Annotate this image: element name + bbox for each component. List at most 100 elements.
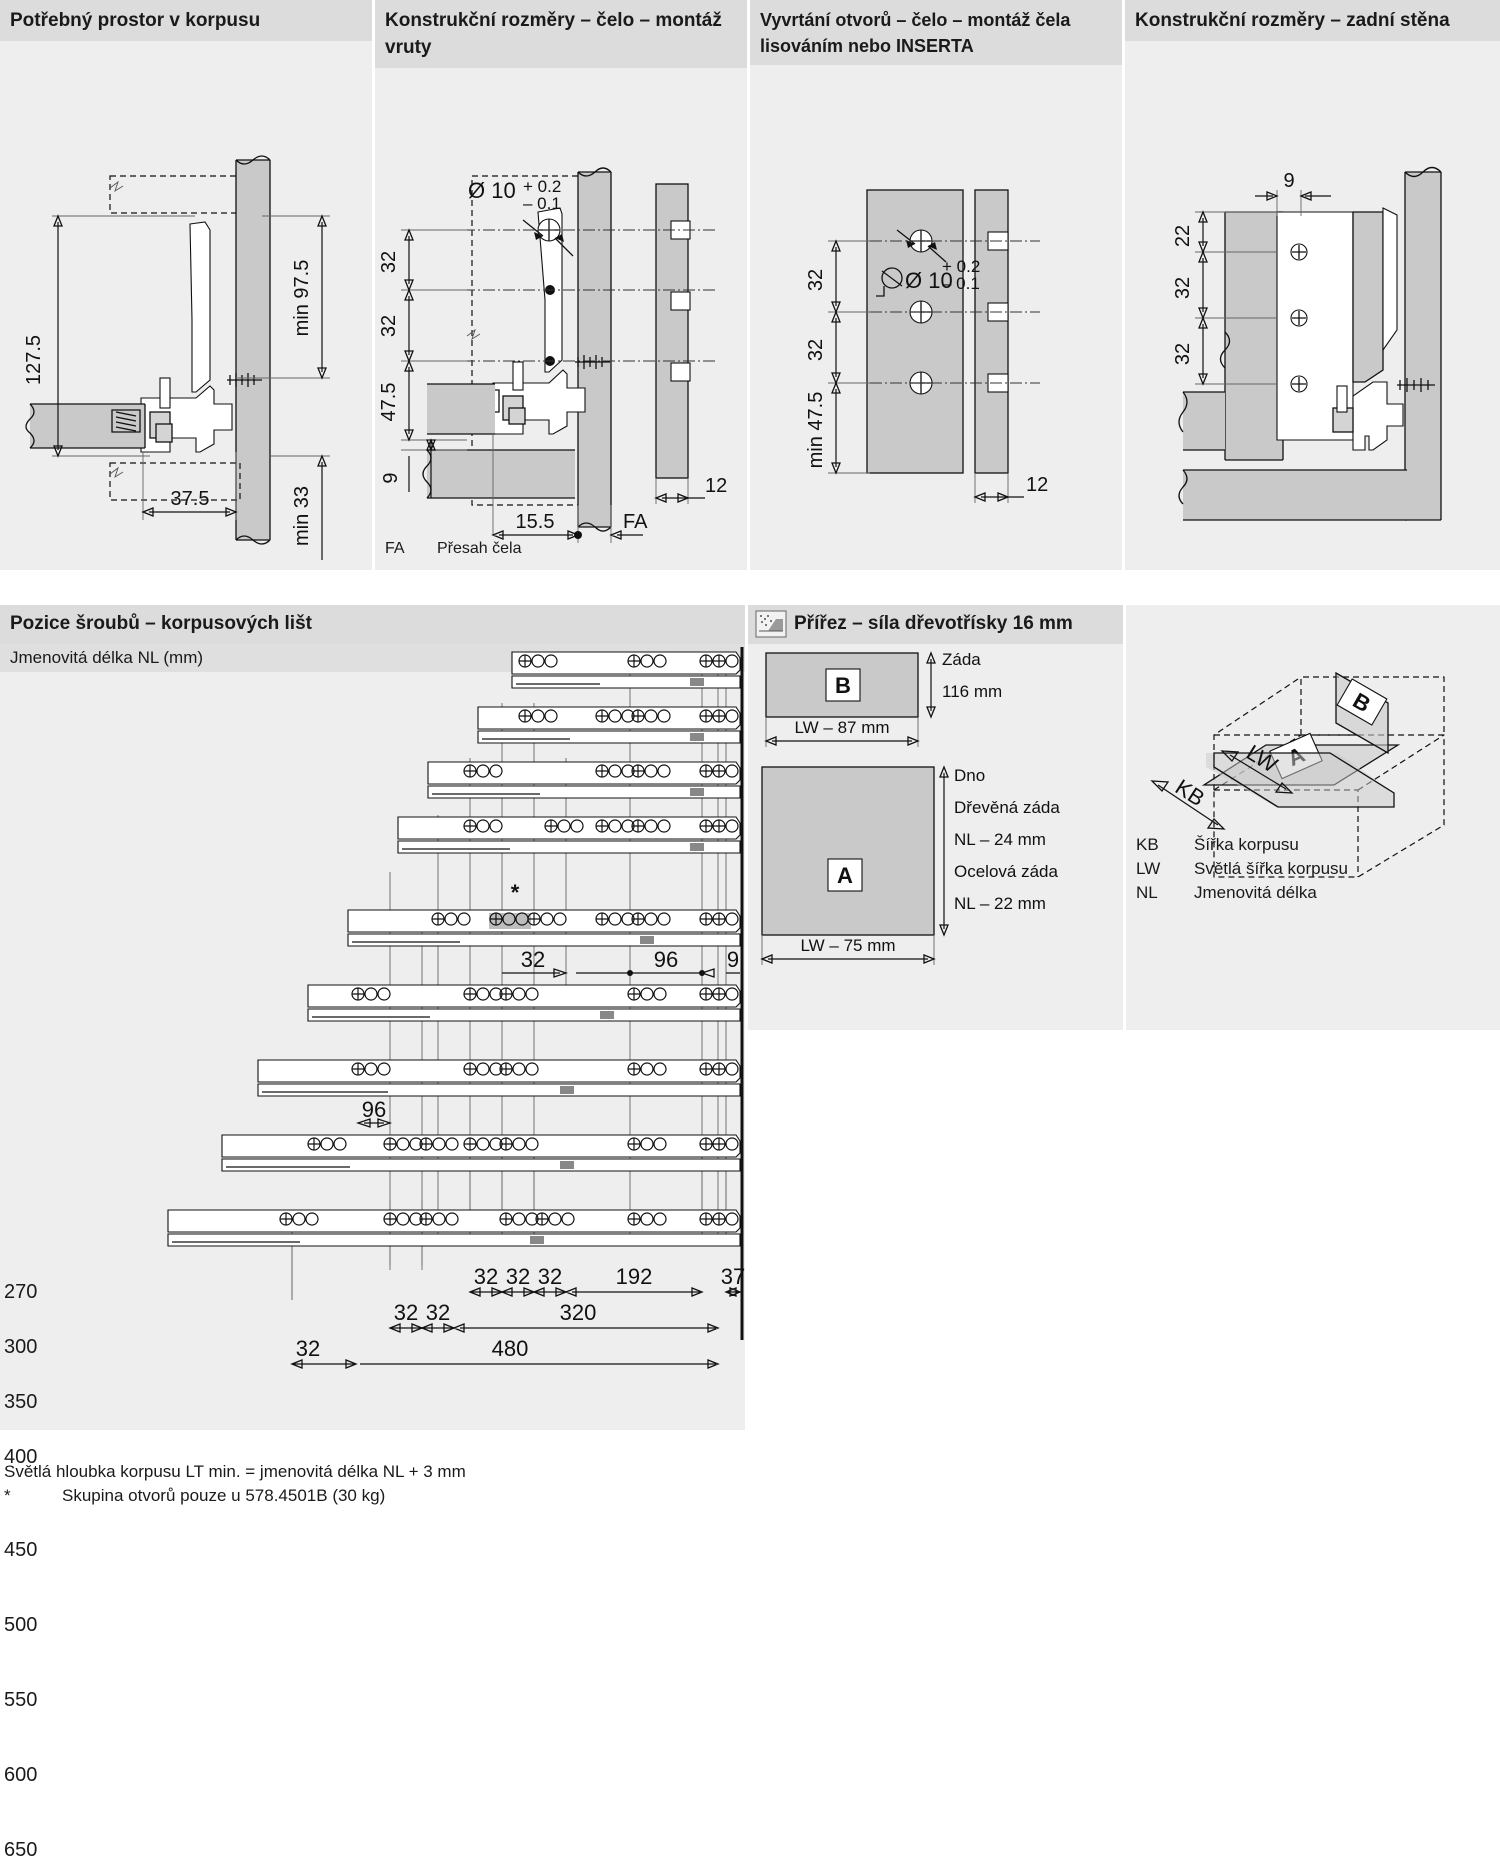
legend-row-kb: KB Šířka korpusu bbox=[1136, 833, 1348, 857]
piece-b-width: LW – 87 mm bbox=[794, 718, 889, 737]
lower-96-dim: 96 bbox=[355, 1097, 393, 1128]
piece-b-letter: B bbox=[835, 673, 851, 698]
nl-label-350: 350 bbox=[4, 1391, 38, 1413]
legend-key-kb: KB bbox=[1136, 835, 1159, 854]
piece-a-wood-back-label: Dřevěná záda bbox=[954, 798, 1060, 817]
bottom-dim-row-2: 32 32 320 bbox=[388, 1300, 720, 1333]
drawing-front-drilling: Ø 10 + 0.2 – 0.1 32 32 min 47.5 12 bbox=[805, 189, 1048, 503]
bottom-dim-row-3: 32 480 bbox=[290, 1336, 720, 1369]
nl-label-650: 650 bbox=[4, 1839, 38, 1861]
bdim2-32-a: 32 bbox=[394, 1300, 418, 1325]
tol-minus-3: – 0.1 bbox=[942, 274, 980, 293]
dim-FA: FA bbox=[623, 511, 648, 533]
panel-iso-legend: A B LW KB KB Šířka korpusu LW Světlá šíř… bbox=[1126, 605, 1500, 1030]
piece-a-steel-back-label: Ocelová záda bbox=[954, 862, 1058, 881]
iso-drawing: A B LW KB bbox=[1150, 671, 1445, 878]
dim-47-5: 47.5 bbox=[378, 383, 400, 422]
tol-plus-3: + 0.2 bbox=[942, 257, 980, 276]
bdim-37: 37 bbox=[721, 1264, 745, 1289]
legend-key-lw: LW bbox=[1136, 859, 1161, 878]
legend-text-nl: Jmenovitá délka bbox=[1194, 883, 1317, 902]
legend-key-nl: NL bbox=[1136, 883, 1158, 902]
nl-label-600: 600 bbox=[4, 1764, 38, 1786]
panel-back-wall: Konstrukční rozměry – zadní stěna bbox=[1125, 0, 1500, 570]
rail-row-270 bbox=[511, 651, 741, 689]
panel-required-space: Potřebný prostor v korpusu 1 bbox=[0, 0, 372, 570]
bdim3-480: 480 bbox=[492, 1336, 529, 1361]
dim-32-c: 32 bbox=[805, 269, 827, 291]
dim-9-b: 9 bbox=[1283, 170, 1294, 192]
legend-row-lw: LW Světlá šířka korpusu bbox=[1136, 857, 1348, 881]
nl-label-400: 400 bbox=[4, 1446, 38, 1468]
dim-lower-96: 96 bbox=[362, 1097, 386, 1122]
dim-min-97-5: min 97.5 bbox=[291, 260, 313, 337]
iso-label-kb: KB bbox=[1171, 774, 1209, 811]
piece-a-letter: A bbox=[837, 863, 853, 888]
dim-22: 22 bbox=[1172, 225, 1194, 247]
saw-cut-icon bbox=[755, 610, 787, 638]
screw-positions-diagram: * bbox=[167, 647, 745, 1369]
dim-32-d: 32 bbox=[805, 339, 827, 361]
dim-mid-9: 9 bbox=[727, 947, 739, 972]
footer-line-1: Světlá hloubka korpusu LT min. = jmenovi… bbox=[4, 1462, 466, 1481]
rail-row-500 bbox=[307, 984, 741, 1022]
panel-title-back-wall: Konstrukční rozměry – zadní stěna bbox=[1125, 0, 1500, 41]
asterisk-marker: * bbox=[511, 880, 520, 905]
mid-dimension-group: 32 96 9 bbox=[502, 947, 740, 978]
legend-row-nl: NL Jmenovitá délka bbox=[1136, 881, 1348, 905]
footer-line-2: Skupina otvorů pouze u 578.4501B (30 kg) bbox=[62, 1486, 386, 1505]
panel-title-required-space: Potřebný prostor v korpusu bbox=[0, 0, 372, 41]
dim-32-a: 32 bbox=[378, 251, 400, 273]
footnote-fa-value: Přesah čela bbox=[437, 540, 522, 557]
dim-mid-32: 32 bbox=[521, 947, 545, 972]
dim-32-e: 32 bbox=[1172, 277, 1194, 299]
dim-32-b: 32 bbox=[378, 315, 400, 337]
rail-row-550 bbox=[257, 1059, 741, 1097]
bdim2-320: 320 bbox=[560, 1300, 597, 1325]
drawing-front-screw-mount: Ø 10 + 0.2 – 0.1 32 32 47.5 9 bbox=[378, 167, 727, 543]
footer-star: * bbox=[4, 1486, 11, 1505]
piece-a-wood-back-val: NL – 24 mm bbox=[954, 830, 1046, 849]
drawing-required-space: 127.5 min 97.5 min 33 37.5 bbox=[23, 155, 330, 560]
dim-12: 12 bbox=[705, 475, 727, 497]
dim-min-33: min 33 bbox=[291, 486, 313, 546]
cut-pieces-diagram: B Záda 116 mm LW – 87 mm A Dno Dřevěná z… bbox=[760, 650, 1060, 965]
piece-a-steel-back-val: NL – 22 mm bbox=[954, 894, 1046, 913]
panel-front-drilling: Vyvrtání otvorů – čelo – montáž čela lis… bbox=[750, 0, 1122, 570]
dim-min-47-5: min 47.5 bbox=[805, 392, 827, 469]
piece-a-name: Dno bbox=[954, 766, 985, 785]
nl-label-270: 270 bbox=[4, 1281, 38, 1303]
dia-10-label: Ø 10 bbox=[468, 178, 516, 203]
rail-row-400 bbox=[397, 816, 741, 854]
panel-title-screw-positions: Pozice šroubů – korpusových lišt bbox=[0, 605, 745, 644]
bdim-192: 192 bbox=[616, 1264, 653, 1289]
dim-mid-96: 96 bbox=[654, 947, 678, 972]
panel-title-front-drilling: Vyvrtání otvorů – čelo – montáž čela lis… bbox=[750, 0, 1122, 66]
bdim-32-c: 32 bbox=[538, 1264, 562, 1289]
nl-label-300: 300 bbox=[4, 1336, 38, 1358]
piece-a-width: LW – 75 mm bbox=[800, 936, 895, 955]
tol-minus: – 0.1 bbox=[523, 194, 561, 213]
dim-32-f: 32 bbox=[1172, 343, 1194, 365]
rail-row-650 bbox=[167, 1209, 741, 1247]
bdim2-32-b: 32 bbox=[426, 1300, 450, 1325]
dim-9: 9 bbox=[380, 472, 402, 483]
rail-row-350 bbox=[427, 761, 741, 799]
panel-title-front-screw-mount: Konstrukční rozměry – čelo – montáž vrut… bbox=[375, 0, 747, 68]
footnote-fa-key: FA bbox=[385, 540, 405, 557]
bdim-32-a: 32 bbox=[474, 1264, 498, 1289]
nl-label-450: 450 bbox=[4, 1539, 38, 1561]
cut-list-title-text: Přířez – síla dřevotřísky 16 mm bbox=[794, 613, 1073, 634]
rail-row-450 bbox=[347, 909, 741, 947]
panel-screw-positions: Pozice šroubů – korpusových lišt Jmenovi… bbox=[0, 605, 745, 1861]
dia-10-label-3: Ø 10 bbox=[905, 268, 953, 293]
piece-b-name: Záda bbox=[942, 650, 981, 669]
nl-label-550: 550 bbox=[4, 1689, 38, 1711]
legend-text-lw: Světlá šířka korpusu bbox=[1194, 859, 1349, 878]
nl-label-500: 500 bbox=[4, 1614, 38, 1636]
rail-row-600 bbox=[221, 1134, 741, 1172]
panel-cut-list: Přířez – síla dřevotřísky 16 mm B Záda 1… bbox=[748, 605, 1123, 1030]
iso-legend-table: KB Šířka korpusu LW Světlá šířka korpusu… bbox=[1136, 833, 1348, 905]
dim-15-5: 15.5 bbox=[516, 511, 555, 533]
dim-37-5: 37.5 bbox=[171, 488, 210, 510]
